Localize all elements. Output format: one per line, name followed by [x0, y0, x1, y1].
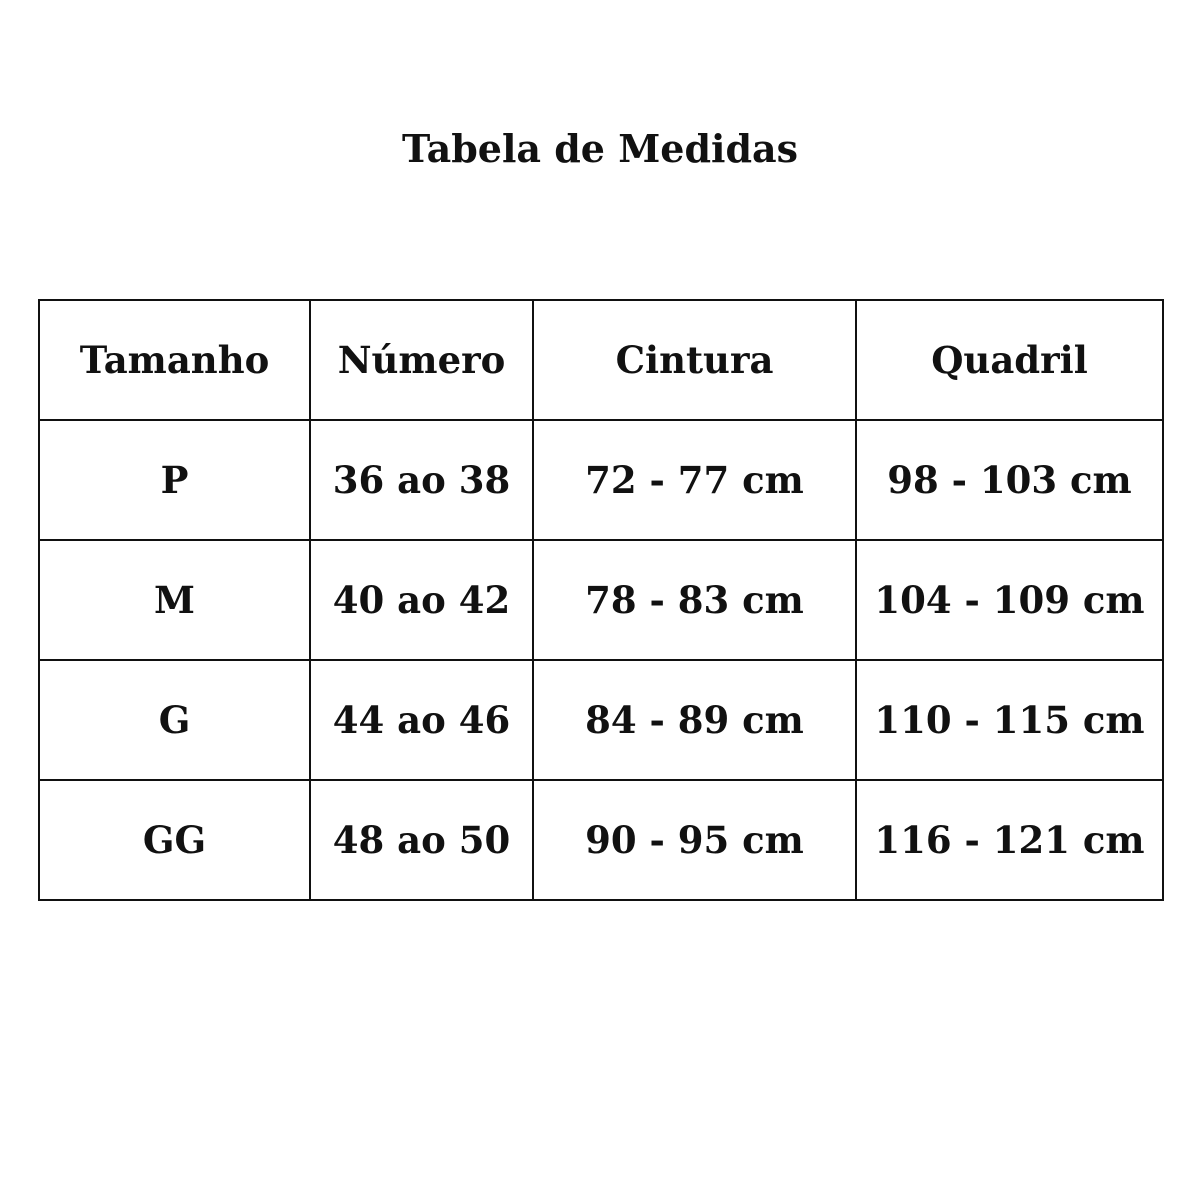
cell-number: 36 ao 38: [309, 419, 534, 541]
table-row: M 40 ao 42 78 - 83 cm 104 - 109 cm: [38, 539, 1164, 661]
cell-hip: 98 - 103 cm: [855, 419, 1164, 541]
page-title: Tabela de Medidas: [401, 126, 799, 171]
table-row: GG 48 ao 50 90 - 95 cm 116 - 121 cm: [38, 779, 1164, 901]
cell-size: M: [38, 539, 311, 661]
cell-waist: 90 - 95 cm: [532, 779, 857, 901]
header-quadril: Quadril: [855, 299, 1164, 421]
header-numero: Número: [309, 299, 534, 421]
cell-number: 40 ao 42: [309, 539, 534, 661]
cell-size: G: [38, 659, 311, 781]
table-row: P 36 ao 38 72 - 77 cm 98 - 103 cm: [38, 419, 1164, 541]
table-row: G 44 ao 46 84 - 89 cm 110 - 115 cm: [38, 659, 1164, 781]
cell-waist: 84 - 89 cm: [532, 659, 857, 781]
cell-size: P: [38, 419, 311, 541]
cell-waist: 78 - 83 cm: [532, 539, 857, 661]
size-table: Tamanho Número Cintura Quadril P 36 ao 3…: [38, 299, 1164, 901]
table-header-row: Tamanho Número Cintura Quadril: [38, 299, 1164, 421]
cell-hip: 116 - 121 cm: [855, 779, 1164, 901]
header-tamanho: Tamanho: [38, 299, 311, 421]
cell-size: GG: [38, 779, 311, 901]
cell-number: 44 ao 46: [309, 659, 534, 781]
cell-hip: 104 - 109 cm: [855, 539, 1164, 661]
cell-waist: 72 - 77 cm: [532, 419, 857, 541]
cell-hip: 110 - 115 cm: [855, 659, 1164, 781]
cell-number: 48 ao 50: [309, 779, 534, 901]
header-cintura: Cintura: [532, 299, 857, 421]
